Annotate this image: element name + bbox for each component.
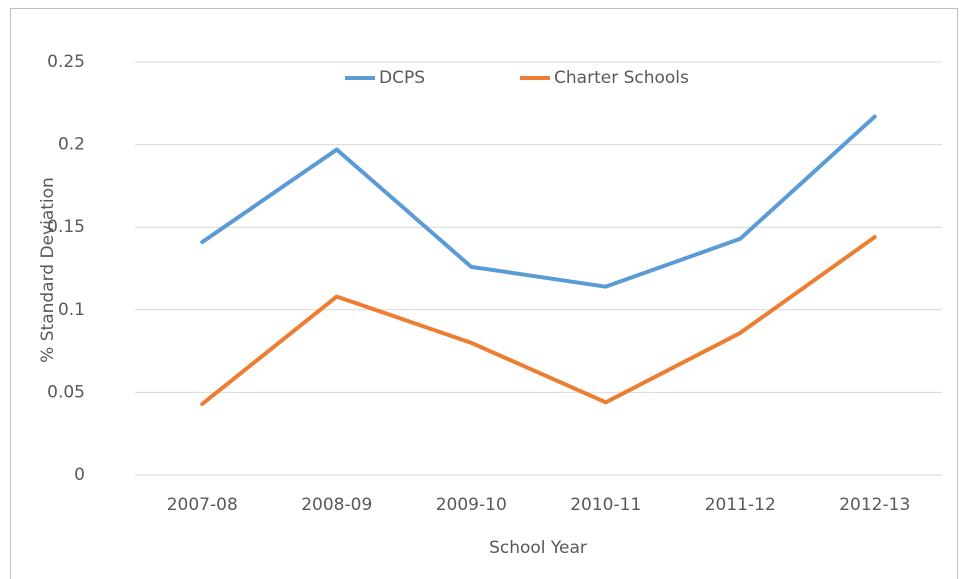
legend-label: Charter Schools	[554, 68, 689, 88]
y-tick-label: 0.2	[58, 135, 85, 155]
legend-label: DCPS	[379, 68, 425, 88]
y-tick-label: 0	[74, 465, 85, 485]
chart-border	[10, 8, 958, 579]
data-line	[200, 235, 877, 406]
x-tick-label: 2010-11	[570, 495, 641, 515]
y-tick-label: 0.1	[58, 300, 85, 320]
y-tick-label: 0.25	[47, 52, 85, 72]
x-axis-label: School Year	[489, 538, 587, 558]
data-line	[200, 114, 877, 289]
x-tick-label: 2011-12	[705, 495, 776, 515]
x-tick-label: 2009-10	[436, 495, 507, 515]
x-tick-label: 2008-09	[301, 495, 372, 515]
y-axis-label: % Standard Deviation	[38, 177, 58, 363]
x-tick-label: 2012-13	[839, 495, 910, 515]
y-tick-label: 0.15	[47, 217, 85, 237]
x-tick-label: 2007-08	[167, 495, 238, 515]
y-tick-label: 0.05	[47, 382, 85, 402]
